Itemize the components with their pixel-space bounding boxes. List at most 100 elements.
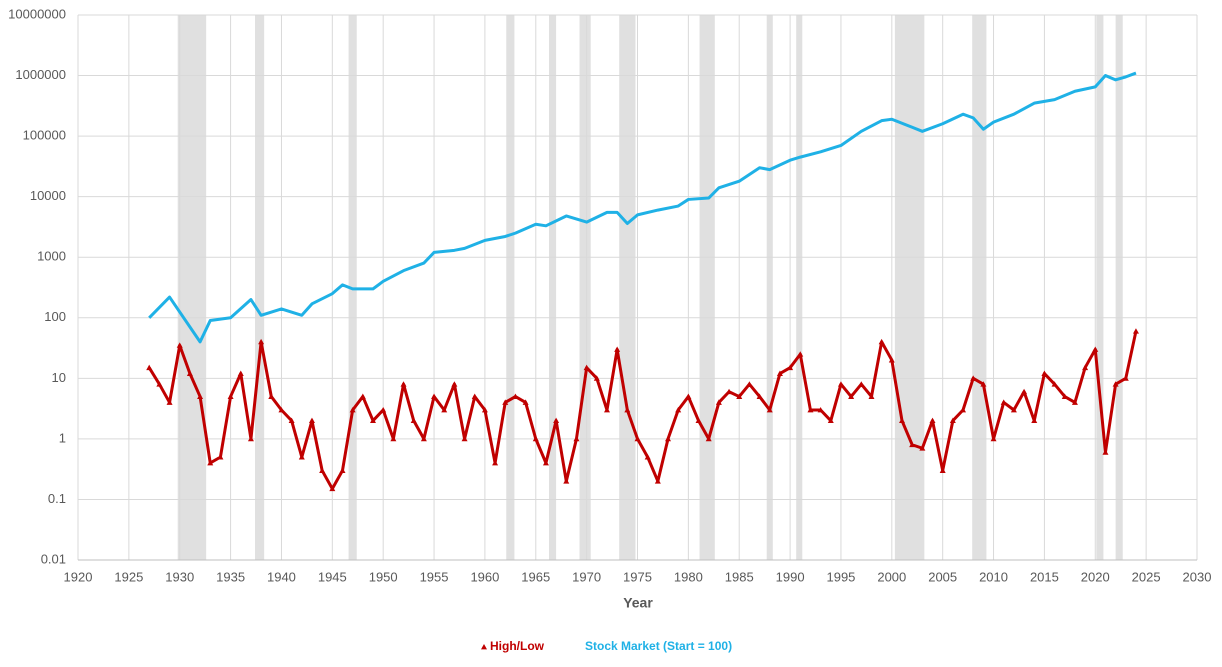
marker bbox=[502, 399, 509, 405]
marker bbox=[1000, 399, 1007, 405]
marker bbox=[949, 417, 956, 424]
marker bbox=[176, 342, 183, 348]
shaded-period bbox=[506, 15, 515, 560]
shaded-period bbox=[699, 15, 715, 560]
marker bbox=[1092, 346, 1099, 352]
marker bbox=[319, 467, 326, 473]
shaded-period bbox=[579, 15, 591, 560]
x-tick-label: 1940 bbox=[267, 569, 296, 584]
marker bbox=[848, 393, 855, 399]
marker bbox=[603, 406, 610, 413]
x-tick-label: 2030 bbox=[1183, 569, 1212, 584]
marker bbox=[766, 406, 773, 413]
marker bbox=[878, 338, 885, 345]
y-tick-label: 0.01 bbox=[41, 551, 66, 566]
y-tick-label: 10000000 bbox=[8, 6, 66, 21]
marker bbox=[634, 435, 641, 442]
marker bbox=[685, 393, 692, 399]
marker bbox=[593, 375, 600, 381]
marker bbox=[807, 406, 814, 413]
marker bbox=[1112, 381, 1119, 387]
marker bbox=[858, 381, 865, 387]
legend-label: High/Low bbox=[490, 639, 545, 653]
marker bbox=[522, 399, 529, 405]
marker bbox=[990, 435, 997, 442]
marker bbox=[471, 393, 478, 399]
marker bbox=[237, 370, 244, 376]
marker bbox=[868, 393, 875, 399]
y-tick-label: 100000 bbox=[23, 128, 66, 143]
shaded-period bbox=[177, 15, 207, 560]
marker bbox=[583, 364, 590, 371]
marker bbox=[197, 393, 204, 399]
marker bbox=[1031, 417, 1038, 424]
marker bbox=[339, 467, 346, 473]
marker bbox=[827, 417, 834, 424]
x-tick-label: 2010 bbox=[979, 569, 1008, 584]
x-tick-label: 1960 bbox=[470, 569, 499, 584]
marker bbox=[349, 406, 356, 413]
x-tick-label: 1920 bbox=[64, 569, 93, 584]
marker bbox=[695, 417, 702, 424]
marker bbox=[298, 454, 305, 460]
marker bbox=[675, 406, 682, 413]
marker bbox=[715, 399, 722, 405]
marker bbox=[461, 435, 468, 442]
shaded-period bbox=[255, 15, 265, 560]
marker bbox=[370, 417, 377, 424]
marker bbox=[797, 351, 804, 357]
marker bbox=[166, 399, 173, 405]
marker bbox=[390, 435, 397, 442]
marker bbox=[308, 417, 315, 424]
marker bbox=[247, 435, 254, 442]
marker bbox=[400, 381, 407, 387]
marker bbox=[512, 393, 519, 399]
marker bbox=[736, 393, 743, 399]
marker bbox=[359, 393, 366, 399]
y-tick-label: 1000 bbox=[37, 249, 66, 264]
marker bbox=[268, 393, 275, 399]
marker bbox=[288, 417, 295, 424]
x-tick-label: 1950 bbox=[369, 569, 398, 584]
x-tick-label: 2025 bbox=[1132, 569, 1161, 584]
marker bbox=[186, 370, 193, 376]
marker bbox=[278, 406, 285, 413]
legend-label: Stock Market (Start = 100) bbox=[585, 639, 732, 653]
marker bbox=[1061, 393, 1068, 399]
x-tick-label: 2020 bbox=[1081, 569, 1110, 584]
x-tick-label: 1995 bbox=[826, 569, 855, 584]
marker bbox=[1102, 449, 1109, 455]
x-tick-label: 1980 bbox=[674, 569, 703, 584]
x-tick-label: 1970 bbox=[572, 569, 601, 584]
marker bbox=[156, 381, 163, 387]
marker bbox=[431, 393, 438, 399]
x-tick-label: 1955 bbox=[420, 569, 449, 584]
x-tick-label: 1990 bbox=[776, 569, 805, 584]
marker bbox=[146, 364, 153, 371]
marker bbox=[929, 417, 936, 424]
shaded-period bbox=[548, 15, 557, 560]
marker bbox=[980, 381, 987, 387]
marker bbox=[665, 435, 672, 442]
y-tick-label: 1000000 bbox=[15, 67, 66, 82]
marker bbox=[258, 338, 265, 345]
marker bbox=[898, 417, 905, 424]
series-line bbox=[147, 330, 1138, 491]
marker bbox=[756, 393, 763, 399]
x-tick-label: 1985 bbox=[725, 569, 754, 584]
marker bbox=[563, 478, 570, 484]
marker bbox=[654, 478, 661, 484]
marker bbox=[542, 459, 549, 466]
x-tick-label: 1965 bbox=[521, 569, 550, 584]
marker bbox=[532, 435, 539, 442]
marker bbox=[909, 441, 916, 448]
shaded-period bbox=[894, 15, 925, 560]
x-tick-label: 2005 bbox=[928, 569, 957, 584]
marker bbox=[970, 375, 977, 381]
marker bbox=[227, 393, 234, 399]
y-tick-label: 0.1 bbox=[48, 491, 66, 506]
marker bbox=[726, 388, 733, 395]
marker bbox=[960, 406, 967, 413]
x-tick-label: 1930 bbox=[165, 569, 194, 584]
